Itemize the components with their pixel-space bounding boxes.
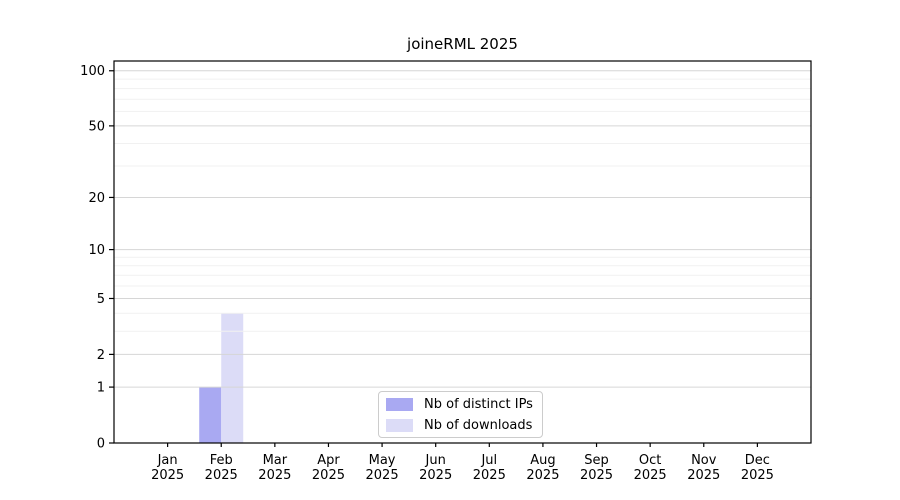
y-tick-label: 100 — [80, 64, 105, 79]
bar-nb-of-downloads-feb — [221, 313, 244, 443]
x-tick-label-year: 2025 — [312, 468, 345, 483]
legend-label-downloads: Nb of downloads — [424, 417, 533, 433]
x-tick-label-month: Jan — [157, 453, 178, 468]
x-tick-label-year: 2025 — [687, 468, 720, 483]
x-tick-label-year: 2025 — [634, 468, 667, 483]
y-tick-label: 2 — [97, 348, 105, 363]
y-tick-label: 0 — [97, 436, 105, 451]
x-tick-label-month: Sep — [584, 453, 609, 468]
x-tick-label-month: Feb — [210, 453, 233, 468]
x-tick-label-month: Jul — [480, 453, 497, 468]
x-tick-label-month: Jun — [425, 453, 446, 468]
y-tick-label: 5 — [97, 292, 105, 307]
x-tick-label-month: Dec — [745, 453, 770, 468]
legend-entry-distinct-ips: Nb of distinct IPs — [386, 395, 542, 413]
x-tick-label-year: 2025 — [580, 468, 613, 483]
y-tick-label: 20 — [88, 191, 105, 206]
x-tick-label-month: Apr — [317, 453, 340, 468]
x-tick-label-year: 2025 — [526, 468, 559, 483]
y-tick-label: 1 — [97, 381, 105, 396]
x-tick-label-year: 2025 — [366, 468, 399, 483]
x-tick-label-month: Oct — [639, 453, 661, 468]
y-tick-label: 50 — [88, 119, 105, 134]
legend-entry-downloads: Nb of downloads — [386, 416, 542, 434]
x-tick-label-year: 2025 — [205, 468, 238, 483]
x-tick-label-year: 2025 — [151, 468, 184, 483]
y-tick-label: 10 — [88, 243, 105, 258]
legend-swatch-distinct-ips — [386, 397, 413, 411]
plot-frame — [113, 60, 812, 444]
x-tick-label-month: Aug — [530, 453, 555, 468]
x-tick-label-year: 2025 — [473, 468, 506, 483]
x-tick-label-month: Mar — [263, 453, 288, 468]
legend-swatch-downloads — [386, 418, 413, 432]
x-tick-label-month: May — [369, 453, 396, 468]
x-tick-label-year: 2025 — [419, 468, 452, 483]
legend: Nb of distinct IPs Nb of downloads — [378, 391, 543, 438]
x-tick-label-year: 2025 — [258, 468, 291, 483]
legend-label-distinct-ips: Nb of distinct IPs — [424, 396, 533, 412]
chart-title: joineRML 2025 — [407, 35, 518, 53]
bar-nb-of-distinct-ips-feb — [199, 387, 222, 443]
x-tick-label-month: Nov — [691, 453, 717, 468]
x-tick-label-year: 2025 — [741, 468, 774, 483]
